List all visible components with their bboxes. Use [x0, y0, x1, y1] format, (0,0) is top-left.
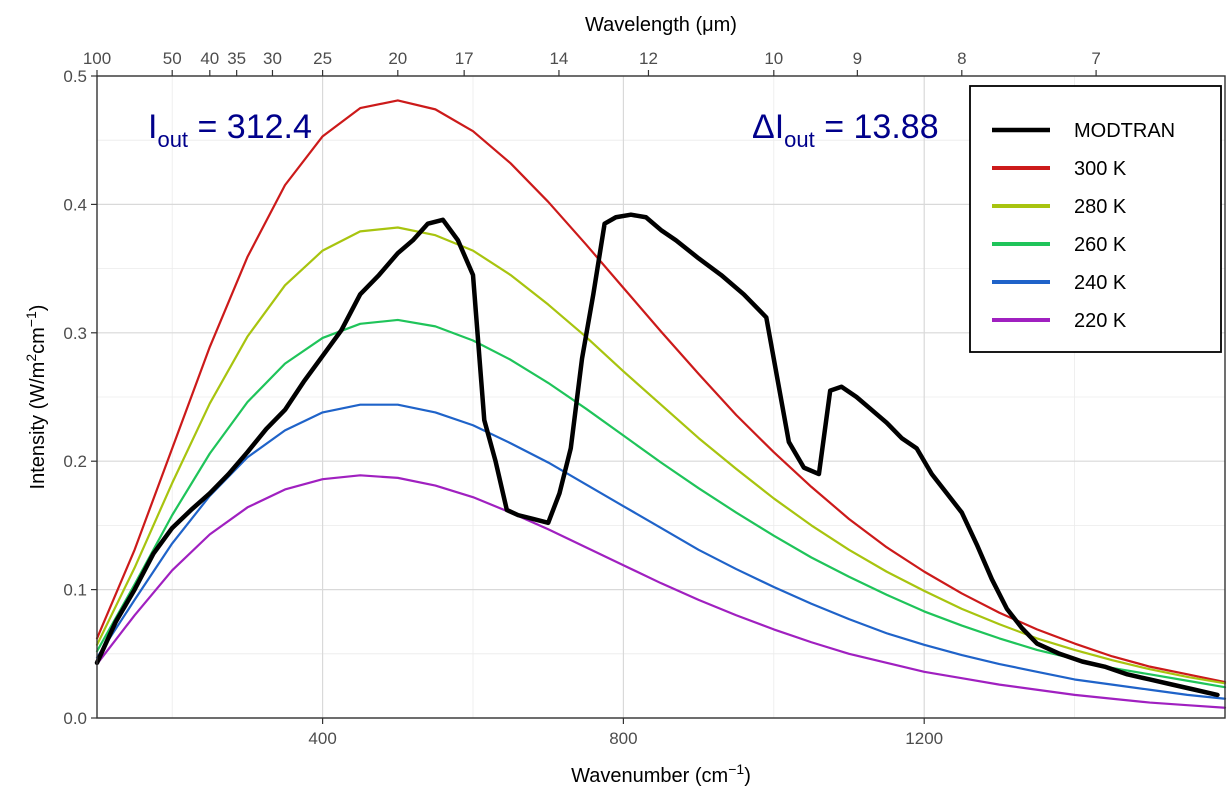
series-line-300-k	[95, 99, 1227, 684]
legend-label: 220 K	[1074, 310, 1127, 332]
annot-layer: Iout = 312.4 ΔIout = 13.88	[148, 108, 939, 152]
x-axis-title: Wavenumber (cm−1)	[571, 761, 751, 787]
annotation-main: I	[775, 108, 784, 146]
legend-label: MODTRAN	[1074, 120, 1175, 142]
top-tick-label: 12	[639, 49, 658, 68]
y-axis-title-mid: cm	[27, 327, 49, 354]
top-tick-label: 7	[1091, 49, 1100, 68]
y-tick-label: 0.5	[63, 67, 87, 86]
x-tick-label: 1200	[905, 729, 943, 748]
y-tick-label: 0.4	[63, 195, 87, 214]
legend-label: 280 K	[1074, 196, 1127, 218]
y-axis-title-suffix: )	[27, 305, 49, 312]
x-axis-title-sup: −1	[728, 761, 744, 777]
legend-label: 300 K	[1074, 158, 1127, 180]
top-tick-label: 40	[200, 49, 219, 68]
legend-layer: MODTRAN 300 K 280 K 260 K 240 K 220 K	[969, 85, 1222, 353]
top-tick-label: 50	[163, 49, 182, 68]
legend-label: 240 K	[1074, 272, 1127, 294]
top-tick-label: 14	[549, 49, 568, 68]
top-axis-title: Wavelength (μm)	[585, 14, 737, 36]
y-tick-label: 0.2	[63, 452, 87, 471]
annotation-symbol: Δ	[752, 108, 775, 146]
x-axis-title-prefix: Wavenumber (cm	[571, 765, 728, 787]
series-line-240-k	[95, 403, 1227, 700]
top-tick-label: 25	[313, 49, 332, 68]
annotation-sub: out	[784, 127, 815, 152]
series-line-220-k	[95, 474, 1227, 709]
top-tick-label: 8	[957, 49, 966, 68]
annotation-delta-iout: ΔIout = 13.88	[752, 108, 939, 152]
x-tick-label: 800	[609, 729, 637, 748]
top-tick-label: 30	[263, 49, 282, 68]
y-tick-label: 0.0	[63, 709, 87, 728]
series-line-modtran	[94, 212, 1220, 698]
annotation-value: = 13.88	[815, 108, 939, 146]
top-tick-label: 100	[83, 49, 111, 68]
top-tick-label: 35	[227, 49, 246, 68]
legend-label: 260 K	[1074, 234, 1127, 256]
y-axis-title-sup1: 2	[23, 354, 39, 362]
y-tick-label: 0.1	[63, 581, 87, 600]
top-tick-label: 9	[853, 49, 862, 68]
top-tick-label: 17	[455, 49, 474, 68]
y-axis-title: Intensity (W/m2cm−1)	[23, 305, 49, 490]
y-tick-label: 0.3	[63, 324, 87, 343]
y-axis-title-prefix: Intensity (W/m	[27, 362, 49, 490]
series-line-260-k	[95, 318, 1227, 689]
annotation-value: = 312.4	[188, 108, 312, 146]
top-tick-label: 20	[388, 49, 407, 68]
annotation-iout: Iout = 312.4	[148, 108, 312, 152]
x-axis-title-suffix: )	[744, 765, 751, 787]
top-tick-label: 10	[764, 49, 783, 68]
annotation-main: I	[148, 108, 157, 146]
series-layer	[94, 99, 1227, 709]
annotation-sub: out	[157, 127, 188, 152]
series-line-280-k	[95, 226, 1227, 685]
y-axis-title-sup2: −1	[23, 311, 39, 327]
panel-border	[96, 75, 1226, 719]
x-tick-label: 400	[308, 729, 336, 748]
